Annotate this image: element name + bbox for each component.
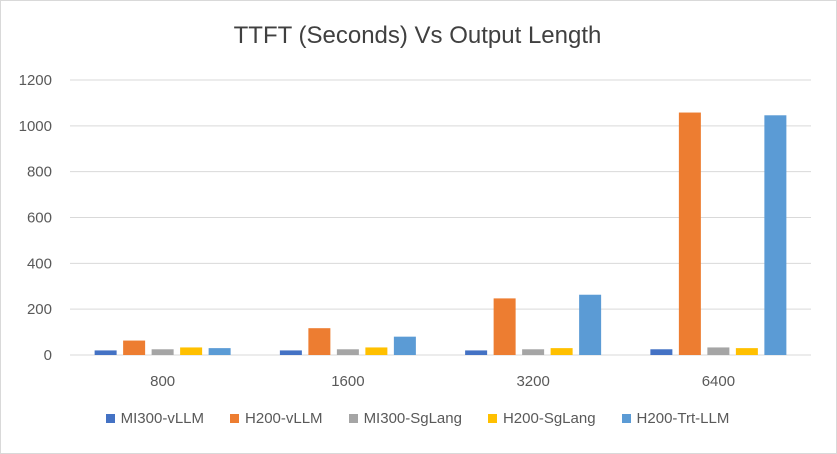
- y-tick-label: 400: [27, 255, 52, 272]
- x-tick-label: 6400: [702, 373, 735, 390]
- bar-mi300-sglang-3200: [522, 349, 545, 355]
- bar-h200-sglang-800: [180, 347, 203, 355]
- legend-item: MI300-vLLM: [105, 410, 205, 427]
- legend-swatch: [230, 414, 240, 423]
- y-tick-label: 600: [27, 210, 52, 227]
- legend-label: H200-Trt-LLM: [636, 410, 730, 427]
- bar-mi300-vllm-1600: [279, 350, 302, 355]
- bar-h200-sglang-3200: [550, 348, 573, 355]
- bar-h200-trt-llm-800: [208, 348, 231, 355]
- bar-h200-trt-llm-3200: [579, 294, 602, 355]
- legend-swatch: [348, 414, 358, 423]
- bar-h200-trt-llm-6400: [764, 115, 787, 356]
- bar-h200-vllm-800: [123, 340, 146, 355]
- legend-label: H200-vLLM: [245, 410, 323, 427]
- bar-h200-vllm-6400: [678, 112, 701, 356]
- legend-item: H200-SgLang: [487, 410, 596, 427]
- y-tick-label: 0: [44, 347, 52, 364]
- bar-mi300-vllm-6400: [650, 349, 673, 355]
- chart-title: TTFT (Seconds) Vs Output Length: [233, 22, 602, 49]
- legend-swatch: [487, 414, 497, 423]
- legend-item: H200-Trt-LLM: [621, 410, 730, 427]
- y-tick-label: 800: [27, 164, 52, 181]
- bar-h200-sglang-6400: [735, 348, 758, 355]
- x-tick-label: 800: [150, 373, 175, 390]
- bar-mi300-sglang-6400: [707, 347, 730, 355]
- legend-label: H200-SgLang: [502, 410, 596, 427]
- legend-item: MI300-SgLang: [348, 410, 462, 427]
- bar-h200-vllm-3200: [493, 298, 516, 355]
- bar-h200-sglang-1600: [365, 347, 388, 355]
- bar-h200-trt-llm-1600: [393, 336, 416, 355]
- legend-label: MI300-SgLang: [363, 410, 462, 427]
- bar-mi300-sglang-1600: [336, 349, 359, 355]
- legend-item: H200-vLLM: [230, 410, 323, 427]
- legend-label: MI300-vLLM: [120, 410, 205, 427]
- y-tick-label: 200: [27, 301, 52, 318]
- bar-mi300-vllm-3200: [465, 350, 488, 355]
- legend-swatch: [621, 414, 631, 423]
- legend-swatch: [105, 414, 115, 423]
- y-tick-label: 1200: [19, 72, 52, 89]
- x-tick-label: 1600: [331, 373, 364, 390]
- x-tick-label: 3200: [516, 373, 549, 390]
- bar-mi300-vllm-800: [94, 350, 117, 355]
- chart-legend: MI300-vLLM H200-vLLM MI300-SgLang H200-SgLa…: [0, 410, 835, 427]
- bar-h200-vllm-1600: [308, 328, 331, 355]
- bar-mi300-sglang-800: [151, 349, 174, 355]
- y-tick-label: 1000: [19, 118, 52, 135]
